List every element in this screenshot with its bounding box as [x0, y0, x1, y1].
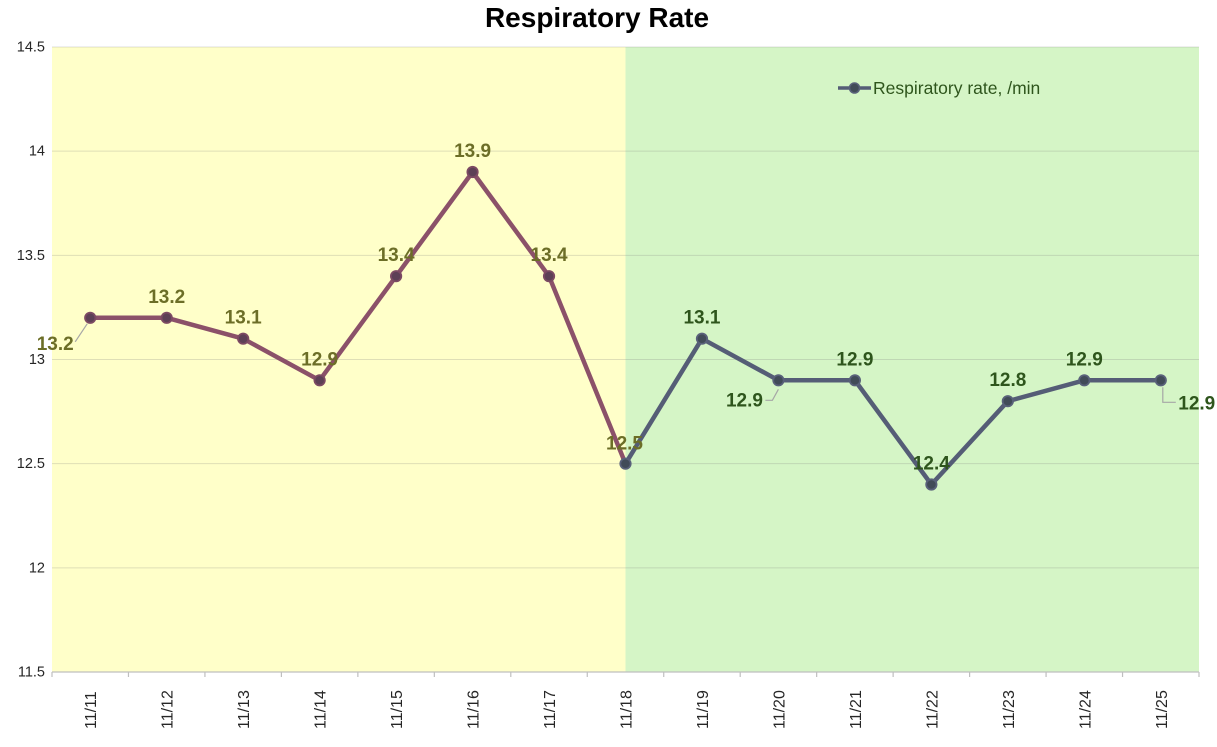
data-point-label: 12.9 [1178, 393, 1215, 414]
x-axis-label: 11/19 [695, 690, 712, 729]
data-point-marker [389, 270, 403, 283]
yellow-zone-band [52, 47, 626, 672]
data-point-label: 12.9 [836, 349, 873, 370]
data-point-label: 12.5 [606, 434, 643, 455]
data-point-marker [466, 165, 479, 179]
data-point-marker [160, 311, 173, 324]
series-line-yellow-zone [90, 169, 628, 465]
data-point-marker [619, 457, 632, 470]
x-axis-label: 11/13 [236, 690, 253, 729]
data-point-label: 13.2 [148, 287, 185, 308]
x-axis-label: 11/15 [389, 690, 406, 729]
x-axis-label: 11/17 [542, 690, 559, 729]
data-point-label: 13.9 [454, 141, 491, 162]
x-axis-label: 11/23 [1001, 690, 1018, 729]
data-point-label: 13.2 [37, 334, 74, 355]
data-point-marker [237, 332, 250, 345]
data-point-marker [542, 270, 556, 283]
x-axis-label: 11/25 [1154, 690, 1171, 729]
label-leader-line [765, 389, 779, 401]
y-axis-label: 14 [29, 144, 45, 160]
x-axis-label: 11/12 [160, 690, 177, 729]
green-zone-band [625, 47, 1199, 672]
data-point-marker [772, 374, 785, 387]
y-axis-label: 11.5 [18, 665, 45, 681]
x-axis-label: 11/18 [619, 690, 636, 729]
data-point-label: 13.1 [225, 308, 262, 329]
label-leader-line [74, 323, 88, 343]
y-axis-label: 14.5 [17, 40, 45, 56]
x-axis-label: 11/21 [848, 690, 865, 729]
series-line-green-zone [623, 336, 1161, 487]
x-axis-label: 11/16 [466, 690, 483, 729]
data-point-marker [1001, 395, 1014, 408]
x-axis-label: 11/14 [313, 690, 330, 729]
data-point-label: 12.4 [913, 454, 950, 475]
x-axis-label: 11/20 [771, 690, 788, 729]
label-leader-line [1162, 387, 1176, 403]
data-point-label: 12.9 [726, 390, 763, 411]
data-point-marker [1154, 374, 1167, 387]
data-point-marker [848, 374, 862, 387]
y-axis-label: 13 [29, 352, 45, 368]
chart-title: Respiratory Rate [484, 2, 710, 33]
x-axis-label: 11/24 [1077, 690, 1094, 729]
data-point-marker [925, 478, 938, 491]
data-point-label: 12.9 [1066, 349, 1103, 370]
data-point-label: 13.4 [378, 245, 415, 266]
data-point-marker [695, 332, 709, 345]
x-axis-label: 11/22 [924, 690, 941, 729]
y-axis-label: 12.5 [17, 456, 45, 472]
data-point-label: 12.8 [989, 370, 1026, 391]
data-point-label: 13.4 [531, 245, 568, 266]
y-axis-label: 12 [29, 560, 45, 576]
y-axis-label: 13.5 [17, 248, 45, 264]
data-point-marker [84, 311, 97, 324]
x-axis-label: 11/11 [83, 691, 100, 729]
data-point-marker [313, 374, 326, 387]
legend-marker [848, 82, 861, 94]
data-point-label: 13.1 [683, 308, 720, 329]
data-point-marker [1078, 374, 1091, 387]
legend-label: Respiratory rate, /min [873, 78, 1040, 98]
data-point-label: 12.9 [301, 349, 338, 370]
